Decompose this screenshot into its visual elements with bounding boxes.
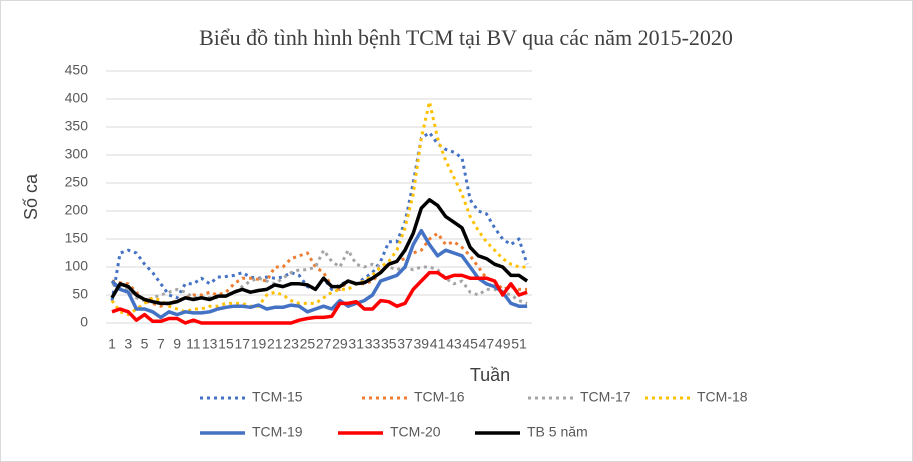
x-tick-label: 17 [234, 336, 250, 352]
legend-label: TCM-16 [414, 389, 465, 405]
x-tick-label: 1 [108, 336, 116, 352]
series-line [111, 248, 528, 305]
x-tick-label: 43 [446, 336, 462, 352]
x-tick-label: 9 [173, 336, 181, 352]
legend-label: TCM-19 [252, 424, 303, 440]
x-tick-label: 51 [511, 336, 527, 352]
x-tick-label: 45 [462, 336, 478, 352]
y-tick-label: 350 [65, 118, 89, 134]
x-tick-label: 35 [381, 336, 397, 352]
y-tick-label: 100 [65, 258, 89, 274]
series-line [110, 198, 529, 306]
y-tick-label: 150 [65, 230, 89, 246]
y-tick-label: 300 [65, 146, 89, 162]
y-axis-title: Số ca [21, 173, 41, 220]
y-tick-label: 250 [65, 174, 89, 190]
x-tick-label: 27 [316, 336, 332, 352]
x-tick-label: 29 [332, 336, 348, 352]
x-tick-label: 19 [251, 336, 267, 352]
series-line [110, 228, 528, 320]
x-tick-label: 7 [157, 336, 165, 352]
y-tick-label: 200 [65, 202, 89, 218]
x-tick-label: 15 [218, 336, 234, 352]
series-line [110, 100, 528, 317]
x-tick-label: 23 [283, 336, 299, 352]
legend-label: TCM-20 [390, 424, 441, 440]
legend-label: TCM-15 [252, 389, 303, 405]
x-tick-label: 39 [414, 336, 430, 352]
legend-label: TCM-18 [697, 389, 748, 405]
x-tick-label: 13 [202, 336, 218, 352]
x-tick-label: 25 [300, 336, 316, 352]
x-axis-title: Tuần [470, 365, 510, 385]
x-tick-label: 49 [495, 336, 511, 352]
x-tick-label: 41 [430, 336, 446, 352]
x-tick-label: 3 [124, 336, 132, 352]
series-line [111, 270, 528, 325]
x-tick-label: 33 [365, 336, 381, 352]
y-tick-label: 50 [72, 286, 88, 302]
x-tick-label: 21 [267, 336, 283, 352]
y-tick-label: 0 [80, 314, 88, 330]
legend-label: TCM-17 [580, 389, 631, 405]
x-tick-label: 11 [186, 336, 201, 352]
y-tick-label: 400 [65, 90, 89, 106]
legend-label: TB 5 năm [527, 424, 588, 440]
x-tick-label: 47 [479, 336, 495, 352]
chart-title: Biểu đồ tình hình bệnh TCM tại BV qua cá… [199, 25, 733, 50]
y-tick-label: 450 [65, 62, 89, 78]
x-tick-label: 31 [348, 336, 364, 352]
x-tick-label: 5 [141, 336, 149, 352]
x-tick-label: 37 [397, 336, 413, 352]
